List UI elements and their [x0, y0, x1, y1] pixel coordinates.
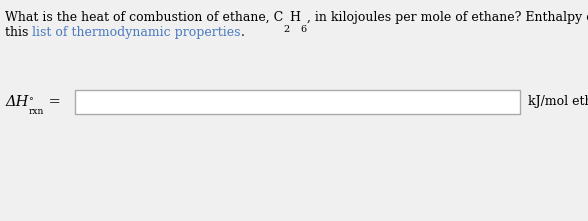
Text: , in kilojoules per mole of ethane? Enthalpy of formation values can be found in: , in kilojoules per mole of ethane? Enth…: [306, 11, 588, 24]
Text: =: =: [44, 95, 61, 109]
Text: What is the heat of combustion of ethane, C: What is the heat of combustion of ethane…: [5, 11, 283, 24]
Text: kJ/mol ethane: kJ/mol ethane: [528, 95, 588, 109]
Text: °: °: [28, 97, 33, 106]
Text: 6: 6: [300, 25, 306, 34]
Text: 2: 2: [283, 25, 289, 34]
Text: list of thermodynamic properties: list of thermodynamic properties: [32, 26, 241, 39]
Text: .: .: [241, 26, 245, 39]
Text: ΔH: ΔH: [5, 95, 28, 109]
Text: this: this: [5, 26, 32, 39]
Text: rxn: rxn: [28, 107, 44, 116]
Text: H: H: [289, 11, 300, 24]
Bar: [75, 90, 520, 114]
